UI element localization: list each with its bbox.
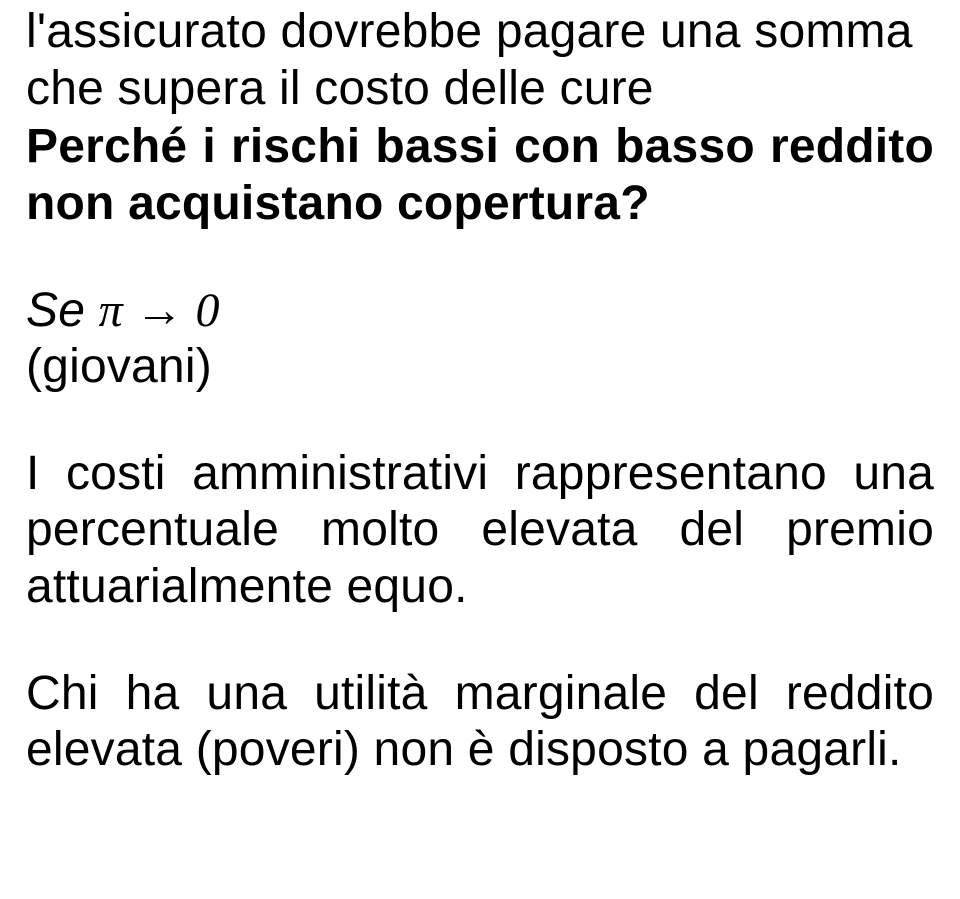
math-expression: π → 0 [99, 284, 220, 337]
text: Chi ha una utilità marginale del reddito… [26, 667, 934, 777]
paragraph-marginal-utility: Chi ha una utilità marginale del reddito… [26, 666, 934, 779]
text-line: che supera il costo delle cure [26, 62, 654, 115]
text: Perché i rischi bassi con basso reddito … [26, 120, 934, 230]
paragraph-condition: Se π → 0 [26, 283, 934, 340]
paragraph-question: Perché i rischi bassi con basso reddito … [26, 119, 934, 232]
text-prefix: Se [26, 284, 99, 337]
text-line: l'assicurato dovrebbe pagare una somma [26, 5, 913, 58]
text: (giovani) [26, 340, 212, 393]
document-page: l'assicurato dovrebbe pagare una somma c… [0, 4, 960, 779]
paragraph-admin-costs: I costi amministrativi rappresentano una… [26, 446, 934, 616]
paragraph-giovani: (giovani) [26, 339, 934, 396]
text: I costi amministrativi rappresentano una… [26, 447, 934, 613]
paragraph-intro: l'assicurato dovrebbe pagare una somma c… [26, 4, 934, 117]
